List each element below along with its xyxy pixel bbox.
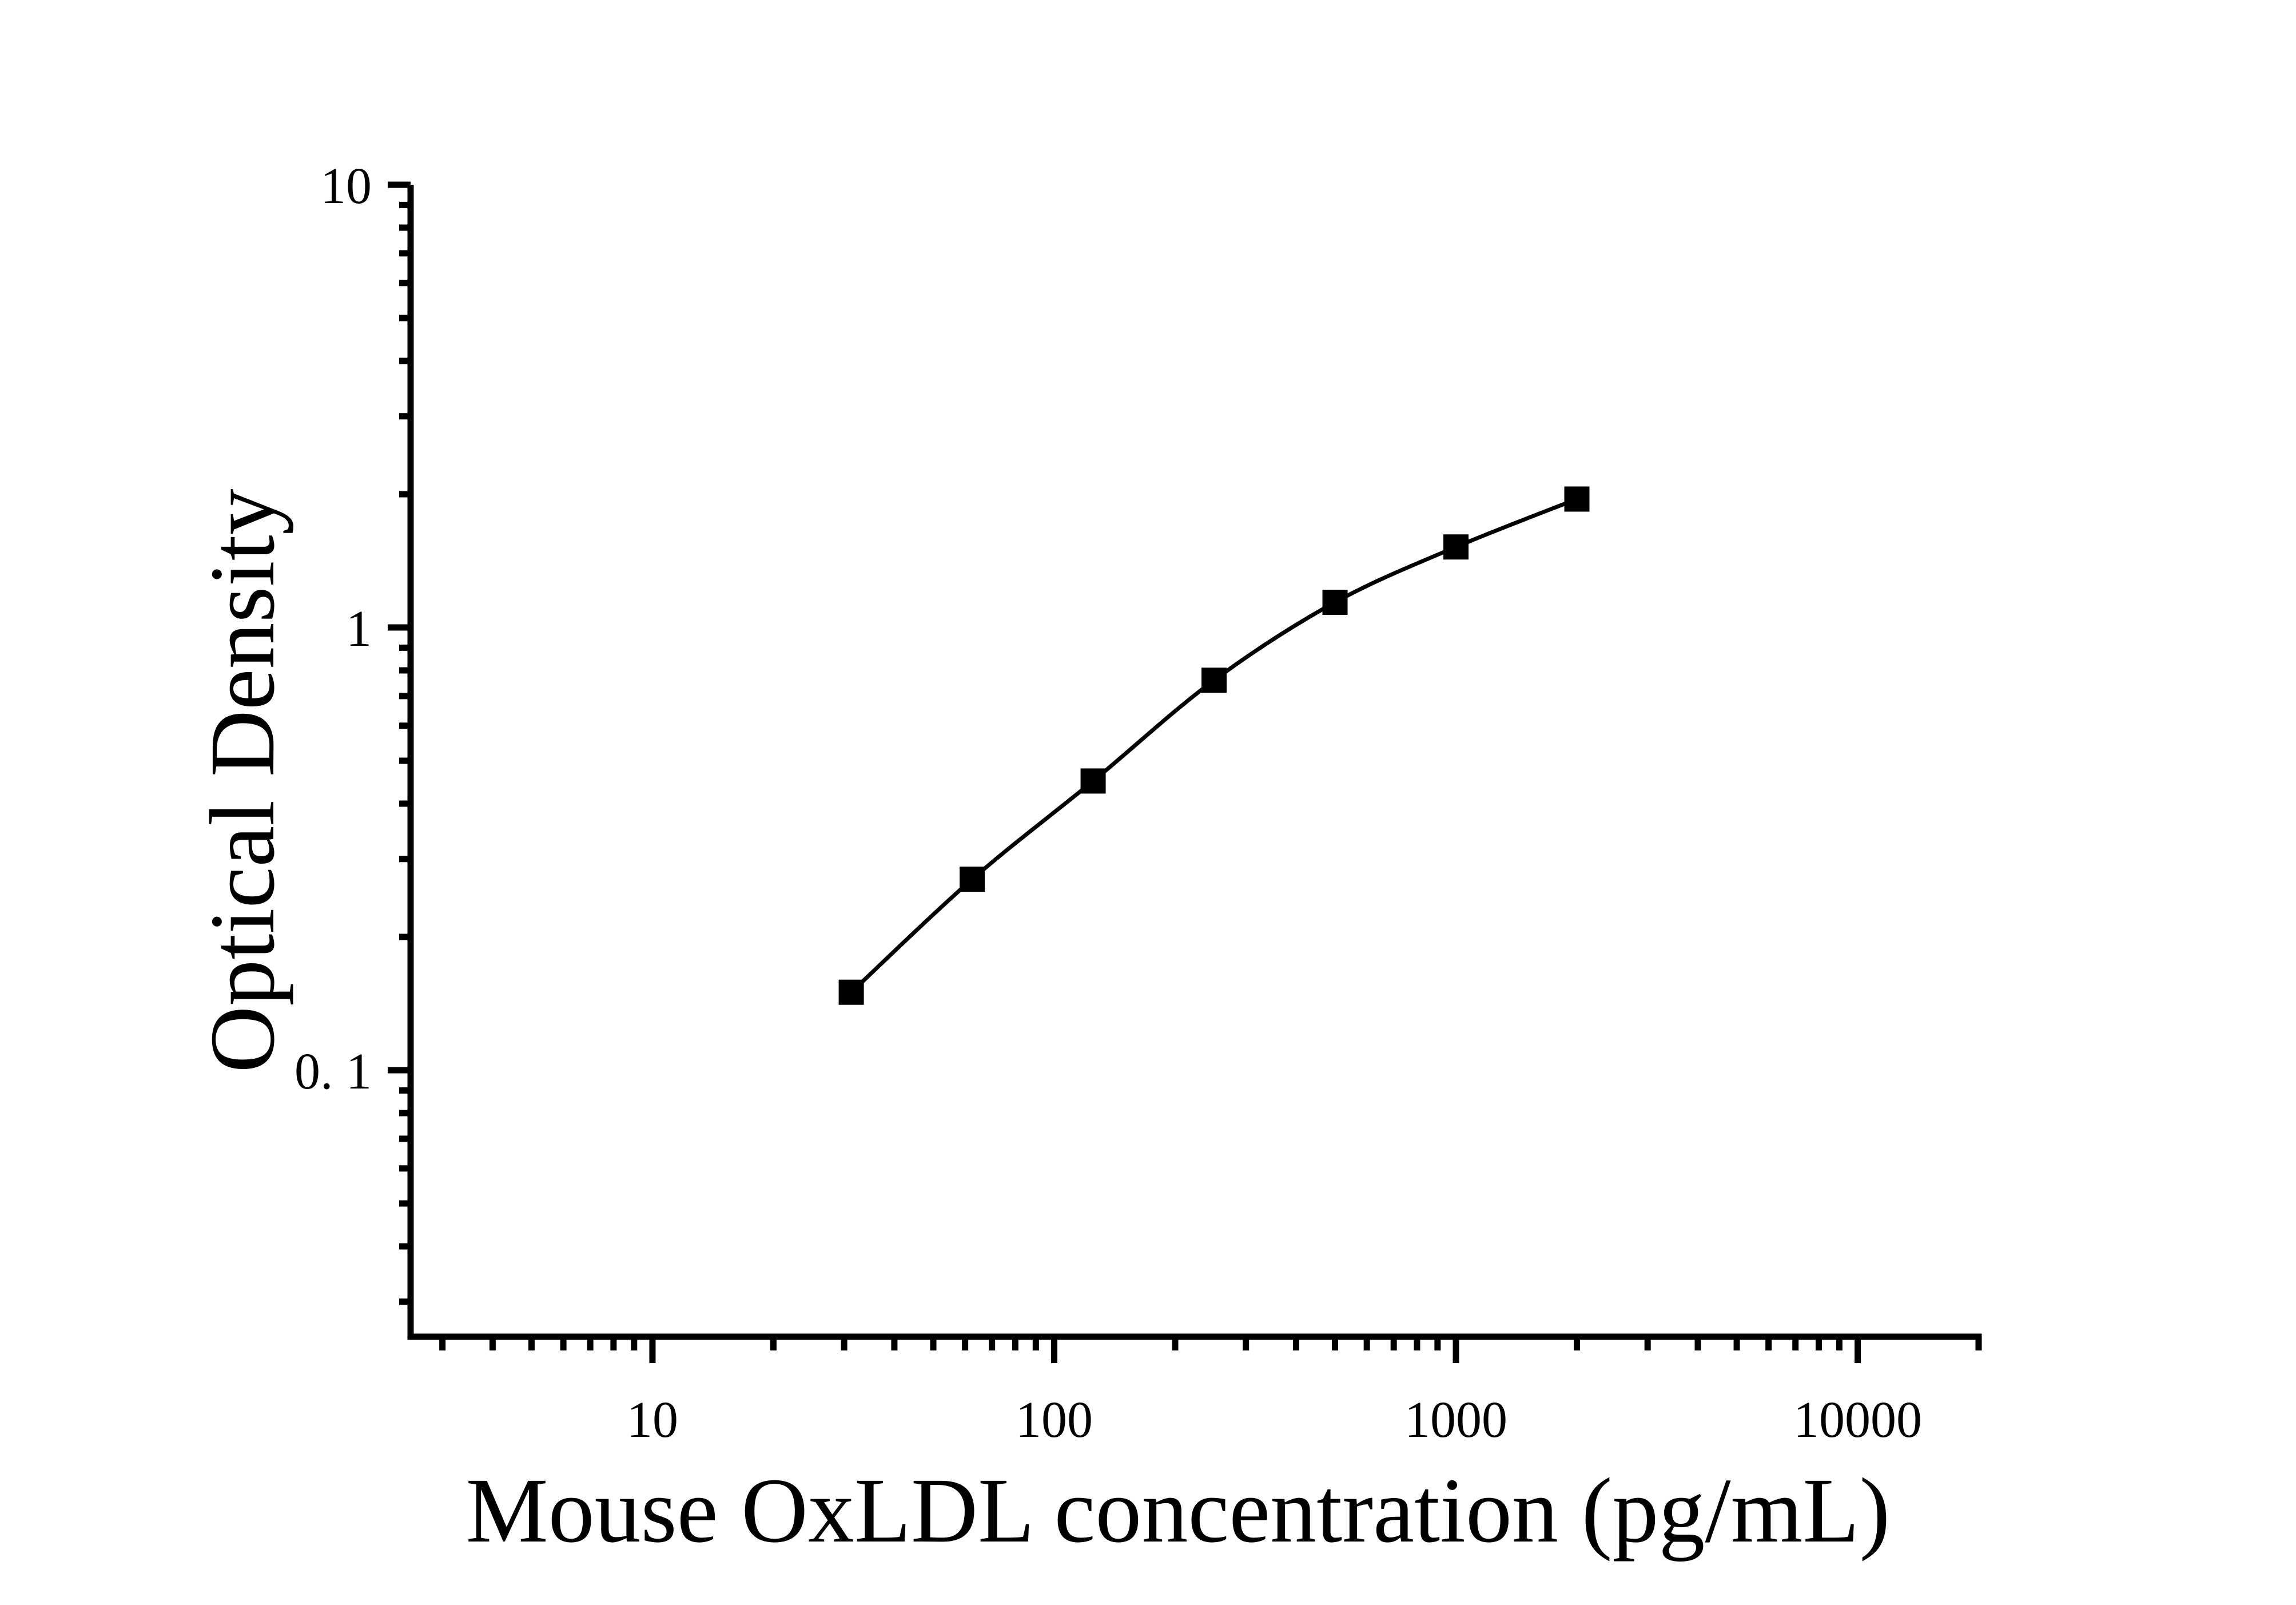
- y-tick-label: 10: [320, 158, 372, 214]
- x-axis-title: Mouse OxLDL concentration (pg/mL): [466, 1460, 1891, 1562]
- x-tick-label: 100: [1016, 1392, 1093, 1448]
- data-point-marker: [1443, 534, 1469, 560]
- standard-curve-line: [850, 497, 1578, 994]
- data-point-marker: [1322, 589, 1348, 615]
- x-tick-label: 1000: [1404, 1392, 1507, 1448]
- y-tick-label: 0. 1: [295, 1043, 372, 1100]
- data-point-marker: [1201, 668, 1227, 693]
- data-point-marker: [1564, 486, 1590, 512]
- y-axis-title: Optical Density: [192, 488, 294, 1072]
- data-point-marker: [1080, 768, 1106, 794]
- x-tick-label: 10: [627, 1392, 678, 1448]
- x-tick-label: 10000: [1793, 1392, 1922, 1448]
- data-point-marker: [838, 979, 864, 1005]
- y-tick-label: 1: [346, 601, 372, 657]
- data-point-marker: [960, 867, 985, 892]
